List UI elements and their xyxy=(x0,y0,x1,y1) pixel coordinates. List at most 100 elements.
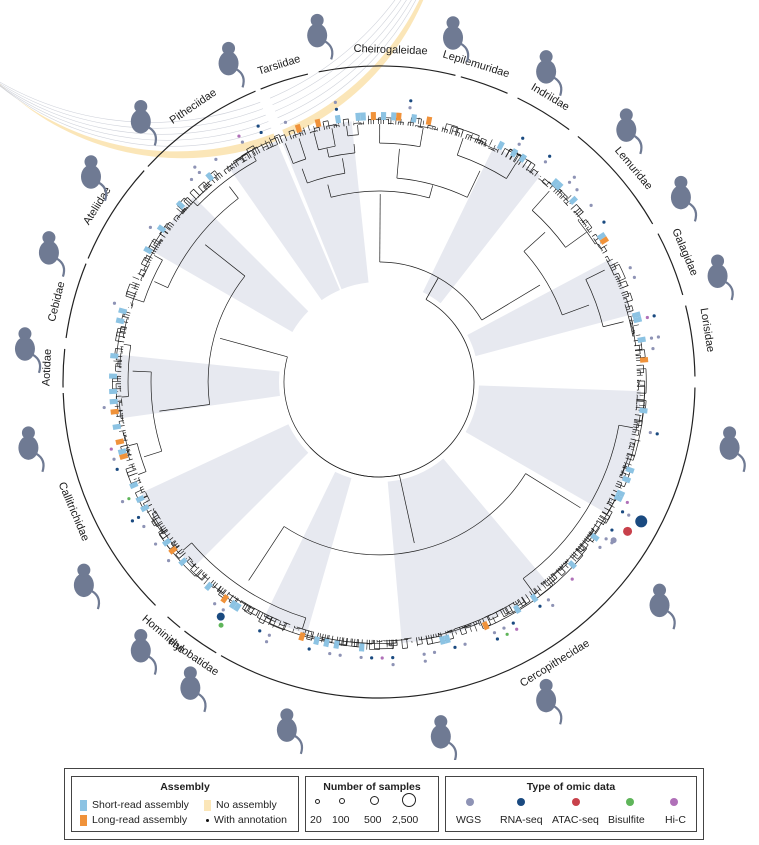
tip-branch xyxy=(132,276,140,280)
silhouette-tail xyxy=(448,741,458,761)
branch-arc xyxy=(644,349,646,358)
branch xyxy=(611,268,617,272)
tip-branch xyxy=(185,558,187,560)
branch xyxy=(256,610,261,618)
omic-dot xyxy=(655,432,659,436)
assembly-marker xyxy=(109,373,118,379)
omic-dot xyxy=(127,497,131,501)
branch-arc xyxy=(138,269,142,275)
branch xyxy=(292,135,295,139)
branch-arc xyxy=(481,137,487,141)
branch-arc xyxy=(243,610,251,615)
branch xyxy=(623,297,627,300)
branch-arc xyxy=(176,206,188,219)
omic-dot xyxy=(307,647,311,651)
assembly-marker xyxy=(639,407,648,414)
branch-arc xyxy=(607,256,611,261)
branch xyxy=(544,579,547,581)
clade-shade xyxy=(422,146,541,304)
branch xyxy=(596,520,604,525)
family-arc xyxy=(657,233,684,296)
branch-arc xyxy=(632,326,637,346)
branch-arc xyxy=(126,451,131,460)
branch xyxy=(486,616,492,625)
branch-arc xyxy=(136,443,147,472)
branch xyxy=(288,131,292,140)
branch xyxy=(587,227,593,231)
branch xyxy=(128,443,138,446)
branch-arc xyxy=(141,256,146,265)
branch xyxy=(634,419,643,422)
branch xyxy=(268,141,272,148)
branch xyxy=(521,596,527,604)
branch xyxy=(399,474,415,544)
branch xyxy=(331,635,334,643)
branch xyxy=(584,225,587,227)
branch-arc xyxy=(258,621,264,624)
omic-dot xyxy=(620,510,625,514)
tip-branch xyxy=(540,175,542,178)
branch xyxy=(577,211,584,218)
assembly-marker xyxy=(512,604,522,615)
branch xyxy=(415,637,418,645)
branch xyxy=(311,631,315,641)
omic-dot xyxy=(517,142,521,146)
tip-branch xyxy=(260,143,264,149)
branch xyxy=(569,555,573,559)
omic-dot xyxy=(648,430,652,435)
omic-dot xyxy=(543,160,548,164)
branch-arc xyxy=(274,134,280,137)
omic-dot xyxy=(538,604,542,608)
assembly-marker xyxy=(118,307,128,315)
branch xyxy=(302,617,307,629)
branch xyxy=(599,246,605,250)
branch xyxy=(186,557,191,562)
branch-arc xyxy=(124,436,131,456)
omic-dot xyxy=(130,519,135,523)
legend-long-read-label: Long-read assembly xyxy=(92,814,188,826)
silhouette-body xyxy=(719,435,740,460)
tip-branch xyxy=(489,139,493,146)
branch xyxy=(517,598,523,607)
short-read-swatch xyxy=(80,799,87,811)
clade-shade xyxy=(228,140,340,301)
assembly-marker xyxy=(143,245,153,255)
assembly-marker xyxy=(496,140,505,151)
branch xyxy=(460,129,464,138)
assembly-marker xyxy=(596,231,607,241)
branch xyxy=(616,483,625,488)
branch-arc xyxy=(415,125,432,129)
branch xyxy=(127,290,137,295)
omic-dot xyxy=(551,603,555,608)
branch xyxy=(164,226,171,231)
branch-arc xyxy=(123,433,126,441)
branch xyxy=(619,285,628,290)
branch xyxy=(229,186,239,199)
hic-dot-icon xyxy=(670,798,678,806)
branch xyxy=(585,269,605,280)
branch xyxy=(197,570,203,577)
branch xyxy=(573,210,575,213)
phylogeny-figure: Tarsiidae Cheirogaleidae Lepilemuridae Indr… xyxy=(0,0,746,761)
assembly-marker xyxy=(613,494,624,503)
branch xyxy=(211,184,213,186)
assembly-marker xyxy=(220,593,230,604)
branch xyxy=(469,135,473,141)
branch xyxy=(542,580,548,587)
silhouette-tail xyxy=(736,452,746,473)
branch-arc xyxy=(115,331,118,341)
branch-arc xyxy=(625,298,630,310)
assembly-marker xyxy=(333,640,340,649)
silhouette-tail xyxy=(91,590,101,610)
clade-shade xyxy=(387,458,548,644)
omic-dot xyxy=(625,500,629,505)
branch xyxy=(203,181,210,188)
silhouette-body xyxy=(307,23,328,48)
branch-arc xyxy=(293,158,306,164)
branch-arc xyxy=(607,511,613,521)
silhouette-head xyxy=(222,41,236,55)
branch xyxy=(277,137,281,144)
tip-branch xyxy=(128,464,132,466)
branch xyxy=(531,589,535,595)
tip-branch xyxy=(126,459,130,462)
